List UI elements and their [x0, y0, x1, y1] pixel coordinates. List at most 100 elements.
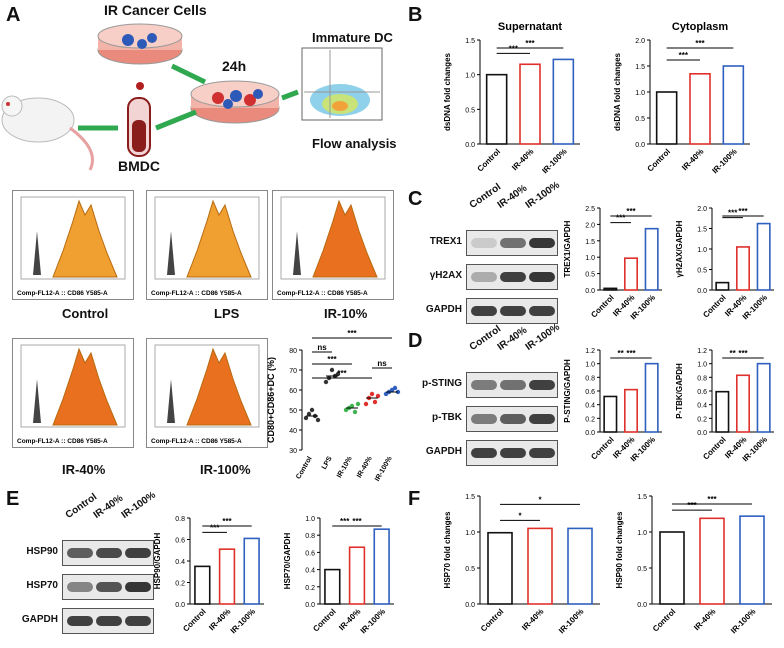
- panel-letter-d: D: [408, 330, 423, 352]
- bar-chart: 0.00.20.40.60.81.01.2P-TBK/GAPDHControlI…: [675, 348, 774, 463]
- protein-band: [125, 616, 151, 626]
- bar: [243, 537, 260, 605]
- y-tick-label: 0.6: [305, 550, 315, 557]
- y-tick-label: 1.2: [585, 348, 595, 355]
- x-tick-label: IR-40%: [356, 455, 374, 479]
- blot-strip: [62, 574, 154, 600]
- data-point: [375, 393, 381, 399]
- significance-label: ***: [679, 51, 689, 60]
- significance-label: ***: [347, 330, 357, 338]
- bar: [567, 527, 593, 605]
- histogram-peaks: Comp-FL12-A :: CD86 Y585-A: [17, 196, 126, 297]
- significance-label: ns: [377, 359, 387, 368]
- bar: [715, 390, 730, 433]
- chart-title: Cytoplasm: [672, 21, 728, 33]
- histogram-axis-label: Comp-FL12-A :: CD86 Y585-A: [277, 290, 368, 297]
- y-tick-label: 0.6: [697, 389, 707, 396]
- lane-label: Control: [467, 323, 504, 353]
- y-axis-label: HSP70 fold changes: [443, 511, 452, 588]
- protein-band: [500, 238, 526, 248]
- histogram-plot: Comp-FL12-A :: CD86 Y585-A: [272, 190, 394, 300]
- y-tick-label: 1.5: [585, 239, 595, 246]
- bar: [756, 222, 771, 291]
- bar: [519, 63, 541, 145]
- histogram-axis-label: Comp-FL12-A :: CD86 Y585-A: [17, 290, 108, 297]
- y-tick-label: 1.0: [585, 362, 595, 369]
- data-point: [369, 391, 375, 397]
- x-tick-label: LPS: [321, 455, 334, 471]
- y-tick-label: 0.2: [585, 416, 595, 423]
- blot-label: γH2AX: [429, 270, 462, 281]
- histogram-axis-label: Comp-FL12-A :: CD86 Y585-A: [151, 438, 242, 445]
- bar: [527, 527, 553, 605]
- x-tick-label: IR-100%: [229, 607, 257, 635]
- y-tick-label: 1.2: [697, 348, 707, 355]
- significance-label: ***: [327, 355, 337, 364]
- protein-band: [529, 414, 555, 424]
- significance-label: ***: [337, 369, 347, 378]
- bar-chart: Supernatant 0.0 0.5 1.0 1.5 dsDNA fold change…: [443, 21, 580, 175]
- x-tick-label: IR-40%: [680, 147, 705, 172]
- bar-chart: 0.0 0.5 1.0 1.5 HSP70 fold changes Control IR-…: [443, 494, 600, 635]
- y-tick-label: 1.5: [637, 494, 647, 501]
- significance-label: *: [518, 511, 522, 520]
- bar-chart: 0.00.51.01.52.0γH2AX/GAPDHControlIR-40%I…: [675, 206, 774, 321]
- histogram-label: IR-40%: [62, 462, 106, 477]
- protein-band: [529, 448, 555, 458]
- histogram-peaks: Comp-FL12-A :: CD86 Y585-A: [277, 196, 386, 297]
- coculture-dish-icon: [190, 80, 280, 124]
- y-tick-label: 1.0: [465, 73, 475, 80]
- significance-label: ***: [738, 207, 748, 216]
- protein-band: [471, 380, 497, 390]
- arrow-icon: [155, 109, 197, 131]
- protein-band: [96, 582, 122, 592]
- x-tick-label: IR-100%: [540, 147, 568, 175]
- blot-label: HSP70: [26, 580, 58, 591]
- y-tick-label: 0.0: [305, 602, 315, 609]
- histogram-peaks: Comp-FL12-A :: CD86 Y585-A: [151, 196, 260, 297]
- bar: [218, 548, 236, 605]
- y-axis-label: P-STING/GAPDH: [563, 359, 572, 423]
- protein-band: [471, 414, 497, 424]
- y-tick-label: 0.0: [585, 288, 595, 295]
- significance-label: ***: [738, 349, 748, 358]
- y-tick-label: 70: [289, 368, 297, 375]
- x-tick-label: IR-100%: [359, 607, 387, 635]
- protein-band: [125, 582, 151, 592]
- data-point: [355, 401, 361, 407]
- y-tick-label: 0.0: [697, 288, 707, 295]
- bar: [644, 227, 659, 291]
- histogram-label: IR-10%: [324, 306, 368, 321]
- blot-label: TREX1: [429, 236, 462, 247]
- chart-title: Supernatant: [498, 21, 563, 33]
- y-tick-label: 1.5: [635, 64, 645, 71]
- y-tick-label: 1.0: [637, 530, 647, 537]
- significance-label: **: [730, 349, 737, 358]
- blot-strip: [62, 608, 154, 634]
- x-tick-label: Control: [295, 455, 314, 480]
- x-tick-label: IR-100%: [710, 147, 738, 175]
- y-tick-label: 0.0: [697, 430, 707, 437]
- panel-letter-c: C: [408, 188, 423, 210]
- bmdc-tube-icon: [127, 82, 151, 157]
- y-tick-label: 2.0: [635, 38, 645, 45]
- y-tick-label: 0.0: [585, 430, 595, 437]
- schematic-diagram: [1, 23, 383, 171]
- protein-band: [500, 272, 526, 282]
- bar-chart: 0.0 0.2 0.4 0.6 0.8 1.0 1.2 P-STING/GAPDH Contro…: [563, 348, 662, 463]
- significance-label: ***: [626, 349, 636, 358]
- data-point: [309, 407, 315, 413]
- bar: [699, 517, 725, 605]
- y-axis-label: TREX1/GAPDH: [563, 220, 572, 277]
- significance-label: ns: [317, 343, 327, 352]
- significance-label: ***: [695, 39, 705, 48]
- y-axis-label: CD80+CD86+DC (%): [266, 357, 276, 443]
- histogram-plot: Comp-FL12-A :: CD86 Y585-A: [12, 190, 134, 300]
- protein-band: [500, 448, 526, 458]
- blot-label: GAPDH: [425, 446, 462, 457]
- data-point: [315, 417, 321, 423]
- bar: [756, 362, 771, 433]
- bar: [603, 395, 618, 433]
